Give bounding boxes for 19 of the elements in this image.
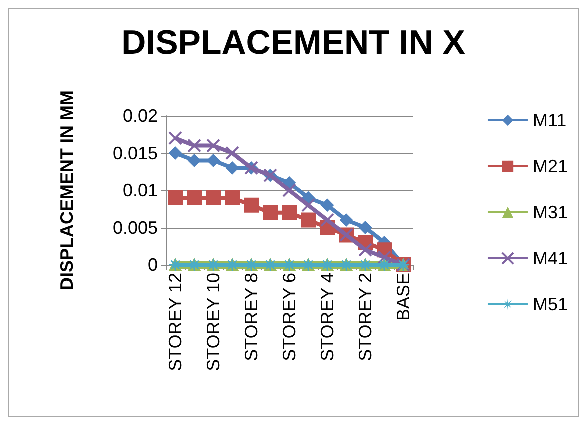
x-tick-label: STOREY 2 [356, 273, 376, 362]
y-tick-label: 0 [148, 255, 158, 275]
y-tick-label: 0.01 [122, 180, 158, 200]
y-axis-title: DISPLACEMENT IN MM [57, 90, 77, 290]
y-tick-label: 0.015 [112, 143, 158, 164]
chart-title: DISPLACEMENT IN X [122, 24, 466, 62]
x-tick-label: STOREY 12 [166, 273, 186, 372]
legend-label: M11 [532, 110, 567, 130]
x-tick-label: BASE [394, 273, 414, 322]
legend-label: M21 [532, 156, 568, 176]
legend-label: M51 [532, 294, 568, 314]
legend-label: M41 [532, 248, 568, 268]
y-tick-label: 0.005 [112, 218, 158, 238]
x-tick-label: STOREY 8 [242, 273, 262, 362]
legend-label: M31 [532, 202, 568, 222]
y-tick-label: 0.02 [122, 106, 158, 126]
x-tick-label: STOREY 4 [318, 273, 338, 362]
x-tick-label: STOREY 6 [280, 273, 300, 362]
x-tick-label: STOREY 10 [204, 273, 224, 372]
